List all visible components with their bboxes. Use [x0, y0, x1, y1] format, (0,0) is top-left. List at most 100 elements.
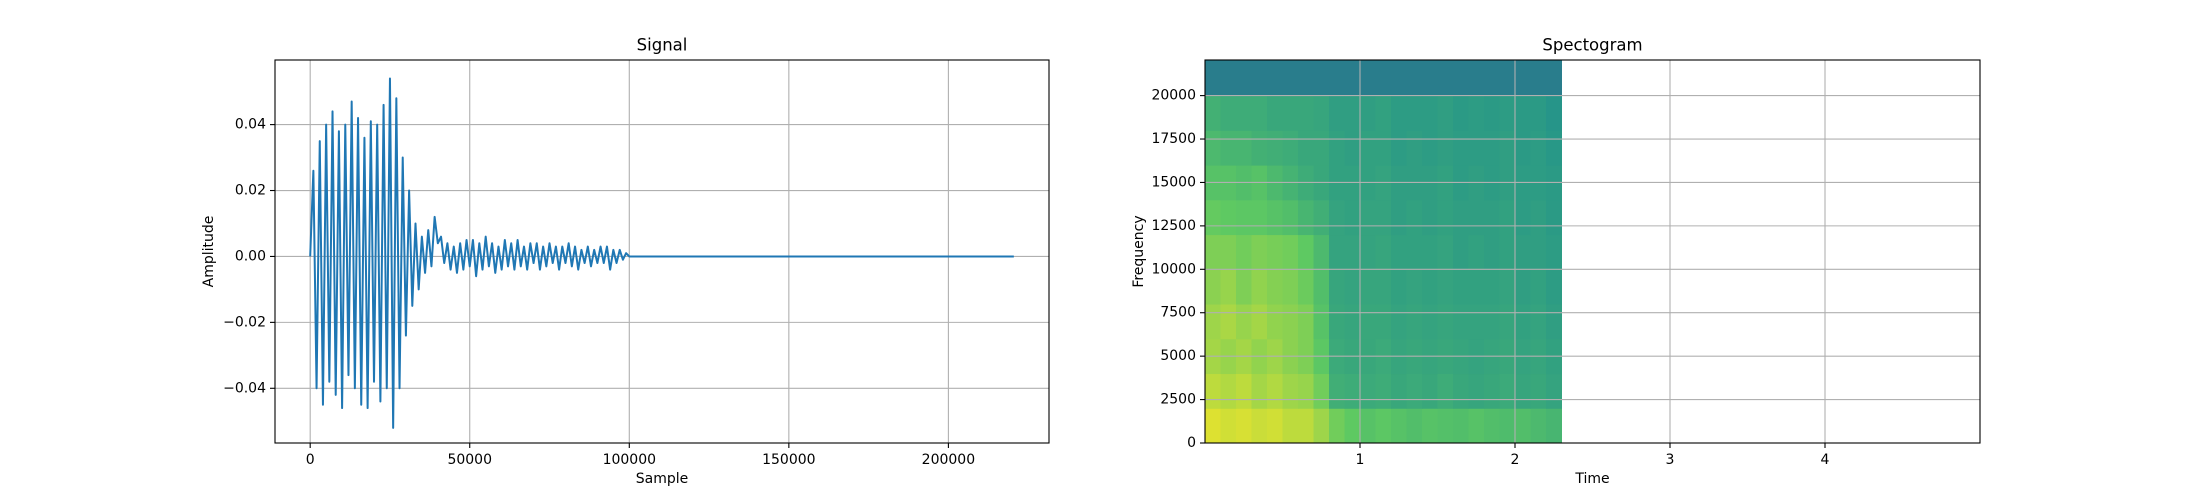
spectrogram-cell	[1220, 408, 1237, 444]
spectrogram-cell	[1298, 269, 1314, 305]
spectrogram-cell	[1205, 269, 1221, 305]
spectrogram-cell	[1499, 269, 1516, 305]
spectrogram-cell	[1267, 130, 1283, 166]
spectrogram-cell	[1329, 130, 1345, 166]
spectrogram-cell	[1453, 408, 1469, 444]
spectrogram-cell	[1484, 269, 1500, 305]
spectrogram-cell	[1499, 130, 1516, 166]
spectrogram-cell	[1220, 373, 1237, 409]
spectrogram-cell	[1220, 60, 1237, 97]
spectrogram-cell	[1344, 95, 1361, 131]
spectrogram-cell	[1515, 408, 1531, 444]
spectrogram-cell	[1453, 60, 1469, 97]
spectrogram-cell	[1267, 408, 1283, 444]
grid	[275, 60, 1049, 443]
spectrogram-cell	[1530, 199, 1547, 236]
spectrogram-cell	[1236, 408, 1252, 444]
spectrogram-cell	[1546, 130, 1562, 166]
spectrogram-cell	[1499, 373, 1516, 409]
x-axis-label: Time	[1574, 471, 1609, 487]
x-tick-label: 150000	[762, 452, 815, 468]
y-tick-label: 0.04	[235, 117, 266, 133]
spectrogram-cell	[1375, 408, 1392, 444]
spectrogram-cell	[1499, 95, 1516, 131]
spectrogram-cell	[1468, 234, 1485, 270]
spectrogram-cell	[1453, 199, 1469, 236]
spectrogram-cell	[1453, 95, 1469, 131]
spectrogram-cell	[1360, 95, 1376, 131]
spectrogram-cell	[1329, 199, 1345, 236]
spectrogram-cell	[1220, 130, 1237, 166]
spectrogram-cell	[1499, 199, 1516, 236]
spectrogram-cell	[1515, 199, 1531, 236]
spectrogram-cell	[1267, 234, 1283, 270]
chart-title: Spectogram	[1542, 36, 1642, 55]
y-tick-label: 12500	[1151, 218, 1196, 234]
spectrogram-cell	[1360, 269, 1376, 305]
spectrogram-cell	[1515, 269, 1531, 305]
spectrogram-cell	[1205, 234, 1221, 270]
spectrogram-cell	[1484, 304, 1500, 340]
spectrogram-cell	[1515, 304, 1531, 340]
x-tick-label: 200000	[922, 452, 975, 468]
spectrogram-cell	[1236, 304, 1252, 340]
spectrogram-cell	[1406, 234, 1423, 270]
x-axis-label: Sample	[636, 471, 689, 487]
y-tick-label: 20000	[1151, 88, 1196, 104]
spectrogram-cell	[1437, 199, 1454, 236]
spectrogram-cell	[1282, 60, 1299, 97]
spectrogram-cell	[1437, 130, 1454, 166]
spectrogram-cell	[1515, 60, 1531, 97]
spectrogram-cell	[1329, 234, 1345, 270]
spectrogram-cell	[1360, 373, 1376, 409]
spectrogram-cell	[1344, 304, 1361, 340]
spectrogram-cell	[1329, 408, 1345, 444]
x-tick-label: 50000	[447, 452, 492, 468]
y-tick-label: 0.02	[235, 183, 266, 199]
spectrogram-cell	[1391, 130, 1407, 166]
spectrogram-cell	[1344, 234, 1361, 270]
y-tick-label: 0.00	[235, 248, 266, 264]
spectrogram-cell	[1298, 130, 1314, 166]
spectrogram-cell	[1344, 269, 1361, 305]
spectrogram-cell	[1406, 60, 1423, 97]
spectrogram-cell	[1515, 130, 1531, 166]
spectrogram-cell	[1530, 373, 1547, 409]
spectrogram-cell	[1375, 373, 1392, 409]
spectrogram-cell	[1267, 269, 1283, 305]
spectrogram-cell	[1205, 199, 1221, 236]
spectrogram-cell	[1375, 60, 1392, 97]
spectrogram-cell	[1546, 269, 1562, 305]
spectrogram-cell	[1360, 408, 1376, 444]
spectrogram-cell	[1282, 130, 1299, 166]
spectrogram-cell	[1282, 199, 1299, 236]
spectrogram-cell	[1267, 199, 1283, 236]
spectrogram-cell	[1422, 130, 1438, 166]
spectrogram-cell	[1251, 408, 1268, 444]
spectrogram-cell	[1205, 408, 1221, 444]
spectrogram-cell	[1298, 199, 1314, 236]
spectrogram-cell	[1236, 130, 1252, 166]
spectrogram-cell	[1546, 373, 1562, 409]
y-tick-label: 7500	[1160, 305, 1196, 321]
plot-data	[309, 77, 1014, 429]
x-tick-label: 4	[1821, 452, 1830, 468]
y-tick-label: −0.02	[223, 314, 266, 330]
spectrogram-cell	[1344, 373, 1361, 409]
spectrogram-cell	[1344, 60, 1361, 97]
spectrogram-cell	[1313, 304, 1330, 340]
spectrogram-cell	[1530, 408, 1547, 444]
spectrogram-cell	[1313, 199, 1330, 236]
spectrogram-cell	[1530, 304, 1547, 340]
spectrogram-cell	[1251, 304, 1268, 340]
spectrogram-cell	[1422, 234, 1438, 270]
spectrogram-cell	[1220, 95, 1237, 131]
spectrogram-cell	[1220, 304, 1237, 340]
spectrogram-cell	[1329, 269, 1345, 305]
spectrogram-cell	[1468, 95, 1485, 131]
spectrogram-cell	[1313, 408, 1330, 444]
chart-panel: 1 2 3 4 0 2500 5000 7500 10000 12500 15000 17500 200…	[1131, 36, 1981, 487]
spectrogram-cell	[1360, 234, 1376, 270]
spectrogram-cell	[1391, 269, 1407, 305]
